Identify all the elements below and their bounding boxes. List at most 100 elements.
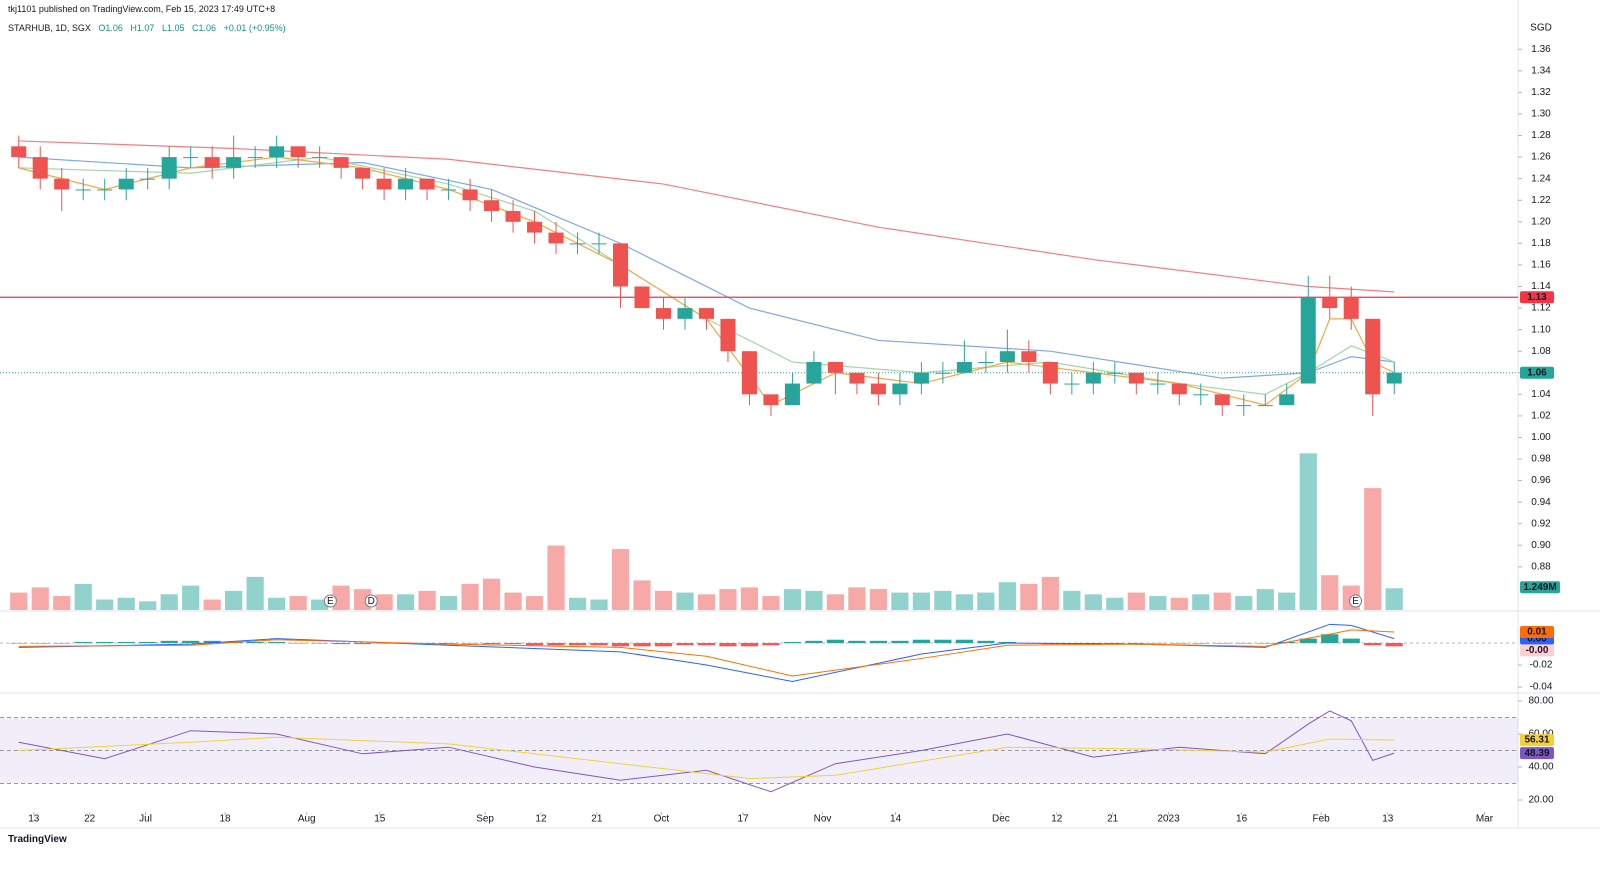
histogram-bar xyxy=(1385,643,1403,647)
volume-bar xyxy=(1192,594,1210,610)
histogram-bar xyxy=(160,640,178,644)
price-label: 1.06 xyxy=(1527,367,1547,378)
candle-body xyxy=(505,211,521,222)
volume-bar xyxy=(311,599,329,610)
volume-bar xyxy=(396,594,415,610)
candle-body xyxy=(677,308,693,319)
candle-body xyxy=(419,178,435,190)
volume-bar xyxy=(1020,583,1038,610)
histogram-bar xyxy=(246,641,264,644)
volume-bar xyxy=(1170,597,1188,610)
candle-body xyxy=(462,189,478,201)
candle-body xyxy=(956,361,972,373)
histogram-bar xyxy=(654,643,673,647)
price-label-box xyxy=(1520,747,1554,760)
histogram-bar xyxy=(762,643,780,646)
y-tick-label: 1.22 xyxy=(1531,195,1551,206)
x-tick-label: Sep xyxy=(476,814,494,825)
histogram-bar xyxy=(482,643,501,645)
histogram-bar xyxy=(1256,643,1274,644)
open: O1.06 xyxy=(98,23,123,33)
event-marker xyxy=(1349,594,1363,608)
volume-bar xyxy=(461,583,479,610)
volume-bar xyxy=(633,580,651,610)
candle-body xyxy=(1386,372,1402,384)
volume-bar xyxy=(203,599,221,610)
moving-average xyxy=(18,156,1395,379)
candle-body xyxy=(376,178,392,190)
candle-body xyxy=(333,157,349,168)
candle-body xyxy=(1279,394,1295,406)
y-tick-label: 0.96 xyxy=(1531,475,1551,486)
price-label: 0.01 xyxy=(1527,627,1547,638)
volume-bar xyxy=(439,596,458,610)
candle-body xyxy=(892,383,908,395)
volume-bar xyxy=(504,592,522,610)
volume-bar xyxy=(826,594,845,610)
histogram-bar xyxy=(805,640,823,644)
candle-body xyxy=(1300,297,1316,384)
candle-body xyxy=(1021,351,1037,362)
candle-body xyxy=(849,372,865,384)
volume-bar xyxy=(697,594,716,610)
candle-body xyxy=(1236,405,1252,407)
candle-body xyxy=(913,372,929,384)
histogram-bar xyxy=(182,640,200,644)
volume-bar xyxy=(1299,453,1317,610)
event-marker xyxy=(323,594,337,608)
candle-body xyxy=(1343,297,1359,319)
volume-bar xyxy=(955,594,973,610)
volume-bar xyxy=(676,592,694,610)
volume-bar xyxy=(96,599,114,610)
y-tick-label: -0.04 xyxy=(1530,682,1553,693)
volume-bar xyxy=(225,590,243,610)
volume-bar xyxy=(246,576,264,610)
histogram-bar xyxy=(1321,634,1339,644)
candle-body xyxy=(118,178,134,190)
volume-bar xyxy=(1385,588,1403,610)
y-tick-label: 0.90 xyxy=(1531,540,1551,551)
volume-bar xyxy=(568,597,587,610)
candle-body xyxy=(247,157,263,159)
symbol: STARHUB, 1D, SGX xyxy=(8,23,91,33)
y-tick-label: 1.20 xyxy=(1531,216,1551,227)
histogram-bar xyxy=(568,643,587,646)
x-tick-label: Oct xyxy=(654,814,670,825)
y-tick-label: 1.04 xyxy=(1531,389,1551,400)
y-tick-label: 1.28 xyxy=(1531,130,1551,141)
x-tick-label: 18 xyxy=(220,814,232,825)
y-tick-label: 1.26 xyxy=(1531,152,1551,163)
volume-bar xyxy=(719,589,737,610)
volume-bar xyxy=(590,599,608,610)
y-tick-label: 1.36 xyxy=(1531,44,1551,55)
x-tick-label: 21 xyxy=(1107,814,1119,825)
y-tick-label: 0.98 xyxy=(1531,454,1551,465)
event-label: D xyxy=(368,596,375,607)
candle-body xyxy=(1214,394,1230,406)
histogram-bar xyxy=(697,643,716,646)
histogram-bar xyxy=(96,641,114,644)
histogram-bar xyxy=(955,639,973,644)
histogram-bar xyxy=(1106,643,1124,644)
candle-body xyxy=(720,318,736,352)
price-label-box xyxy=(1520,734,1554,747)
volume-bar xyxy=(1235,596,1253,610)
price-label: 0.00 xyxy=(1527,633,1547,644)
price-label: -0.00 xyxy=(1526,645,1549,656)
histogram-bar xyxy=(139,641,157,644)
candle-body xyxy=(398,178,414,190)
volume-bar xyxy=(139,601,157,610)
candle-body xyxy=(290,146,306,158)
x-tick-label: 12 xyxy=(535,814,547,825)
candle-body xyxy=(54,178,70,190)
volume-bar xyxy=(1364,488,1382,610)
volume-bar xyxy=(160,594,178,610)
histogram-bar xyxy=(590,643,608,646)
candle-body xyxy=(827,361,843,373)
y-tick-label: 1.10 xyxy=(1531,324,1551,335)
histogram-bar xyxy=(10,643,28,644)
x-tick-label: Dec xyxy=(992,814,1010,825)
histogram-bar xyxy=(461,643,479,644)
y-tick-label: 40.00 xyxy=(1528,762,1553,773)
